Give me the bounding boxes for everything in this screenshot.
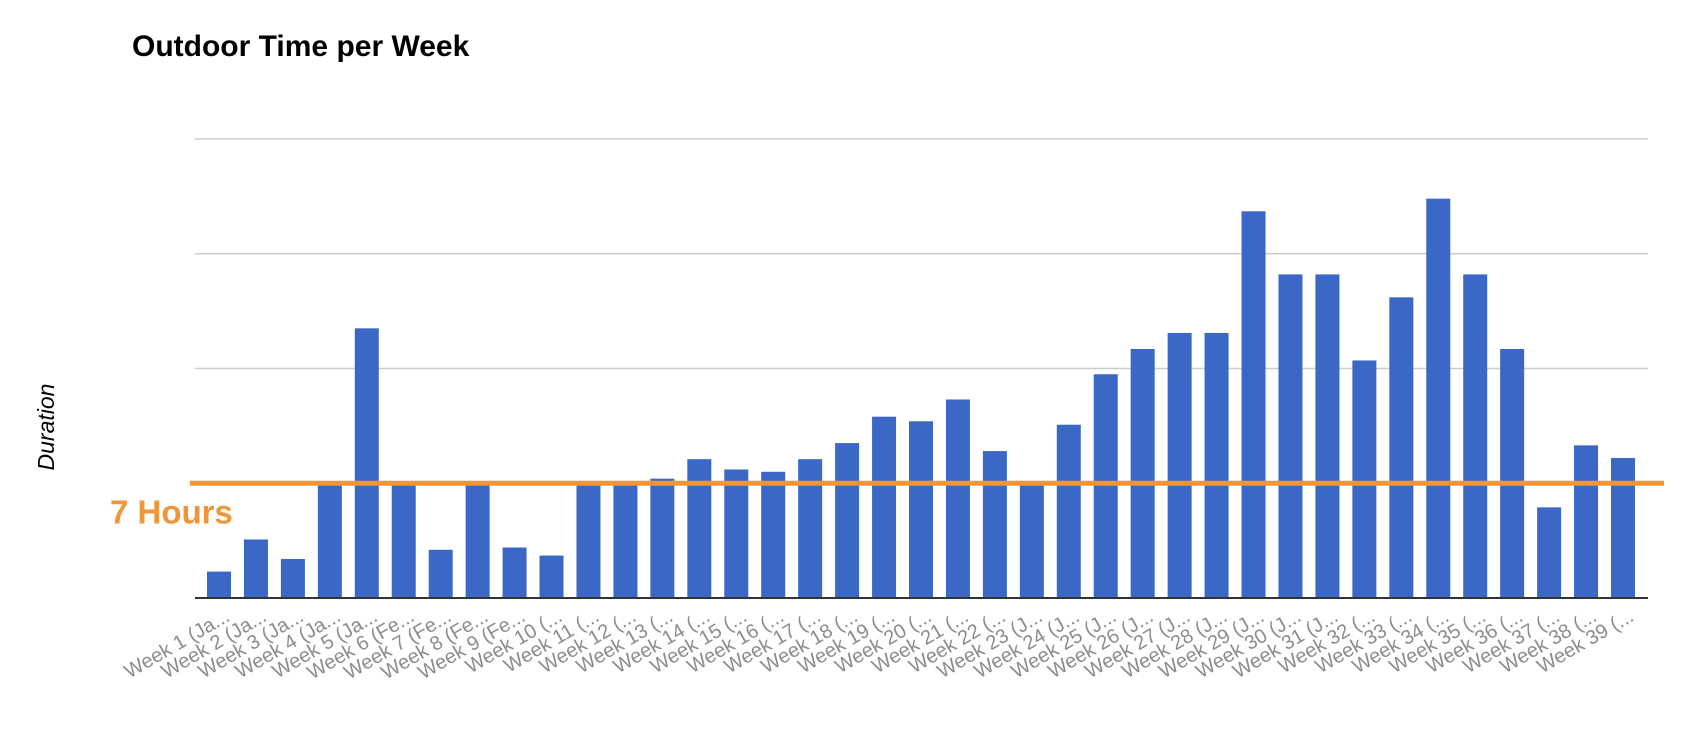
bar[interactable] [576, 485, 601, 598]
bar[interactable] [1241, 211, 1266, 599]
bar[interactable] [243, 539, 268, 598]
bar[interactable] [317, 483, 342, 598]
bar[interactable] [724, 469, 749, 598]
bar[interactable] [1611, 458, 1635, 598]
bar[interactable] [280, 558, 305, 598]
bar[interactable] [502, 547, 527, 598]
bar[interactable] [945, 399, 970, 598]
bar[interactable] [539, 555, 564, 598]
bar[interactable] [1315, 274, 1340, 598]
bar[interactable] [1537, 507, 1562, 598]
bar[interactable] [1426, 198, 1451, 599]
bar[interactable] [465, 483, 490, 598]
bar[interactable] [1574, 445, 1599, 598]
bar[interactable] [1278, 274, 1303, 598]
bar[interactable] [207, 571, 231, 598]
bar[interactable] [650, 478, 675, 598]
x-tick-labels: Week 1 (Ja...Week 2 (Ja...Week 3 (Ja...W… [121, 605, 1638, 684]
bar[interactable] [835, 443, 860, 598]
bar[interactable] [1019, 485, 1044, 598]
bar[interactable] [761, 471, 786, 598]
chart-title: Outdoor Time per Week [132, 30, 470, 63]
bar[interactable] [613, 485, 638, 598]
bar[interactable] [687, 459, 712, 598]
bar[interactable] [1093, 374, 1118, 598]
bar[interactable] [1167, 332, 1192, 598]
bar[interactable] [1204, 332, 1229, 598]
bars [207, 198, 1635, 599]
bar[interactable] [1389, 297, 1414, 598]
bar[interactable] [391, 483, 416, 598]
reference-line-label: 7 Hours [110, 493, 233, 530]
y-axis-title: Duration [33, 384, 59, 471]
bar[interactable] [872, 416, 897, 598]
bar[interactable] [428, 549, 453, 598]
bar[interactable] [1056, 424, 1081, 598]
bar[interactable] [1352, 360, 1377, 598]
reference-line-group: 7 Hours [110, 480, 1664, 530]
bar[interactable] [982, 451, 1007, 598]
bar[interactable] [1500, 348, 1525, 598]
bar[interactable] [798, 459, 823, 598]
bar[interactable] [354, 328, 379, 598]
bar[interactable] [1130, 348, 1155, 598]
bar[interactable] [909, 421, 933, 598]
bar[interactable] [1463, 274, 1488, 598]
